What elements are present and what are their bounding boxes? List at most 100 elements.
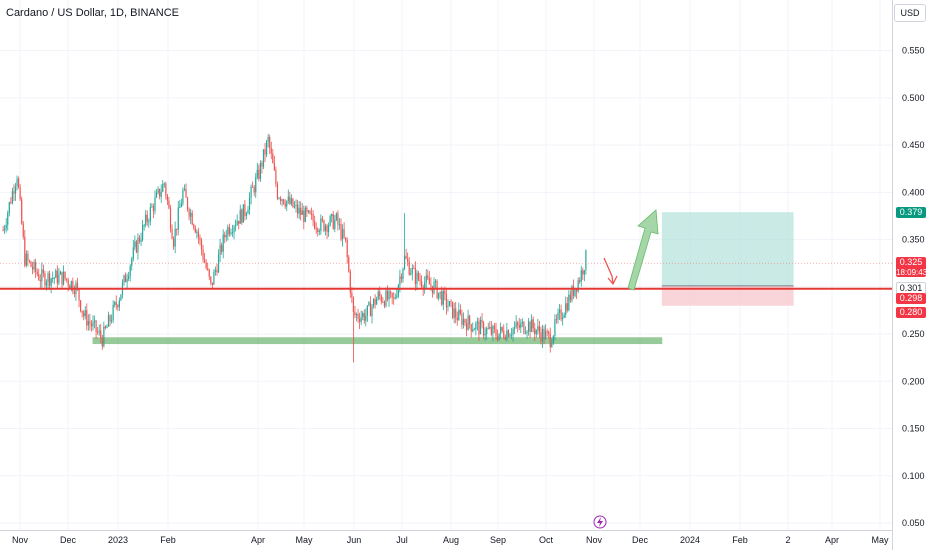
candle-body	[59, 271, 62, 275]
candle-body	[309, 210, 311, 214]
candle-body	[58, 274, 60, 284]
candle-body	[56, 270, 58, 284]
candle-body	[365, 315, 367, 321]
candle-body	[582, 270, 584, 275]
candle-body	[53, 277, 55, 279]
candle-body	[360, 316, 362, 322]
candle-body	[512, 328, 514, 335]
candle-body	[242, 204, 244, 223]
candle-body	[483, 322, 485, 336]
candle-body	[154, 197, 156, 212]
candle-body	[64, 271, 66, 279]
candle-body	[248, 197, 251, 210]
candle-body	[135, 241, 137, 253]
candle-body	[447, 306, 449, 308]
candle-body	[166, 195, 168, 201]
candle-body	[388, 291, 390, 300]
x-tick-label: Dec	[632, 535, 649, 545]
candle-body	[55, 270, 57, 278]
candle-body	[574, 288, 576, 296]
candle-body	[352, 297, 354, 312]
candle-body	[95, 320, 97, 332]
candle-body	[225, 235, 227, 238]
candle-body	[52, 278, 54, 280]
candle-body	[549, 333, 551, 347]
x-tick-label: Oct	[539, 535, 554, 545]
candle-body	[24, 236, 26, 266]
candle-body	[455, 308, 457, 318]
candle-body	[76, 282, 79, 289]
candle-body	[293, 205, 296, 208]
target-zone	[661, 212, 794, 286]
candle-body	[548, 331, 550, 334]
candle-body	[117, 305, 119, 308]
candle-body	[315, 228, 317, 230]
resistance-price-label: 0.298	[896, 292, 926, 304]
candle-body	[289, 196, 291, 204]
candle-body	[231, 232, 234, 234]
candle-body	[481, 319, 483, 323]
candle-body	[310, 213, 313, 215]
candle-body	[66, 278, 68, 280]
candle-body	[90, 323, 93, 327]
candle-body	[163, 183, 165, 185]
candle-body	[143, 224, 145, 226]
candle-body	[159, 188, 161, 197]
candle-body	[317, 228, 319, 232]
candle-body	[84, 310, 86, 317]
candle-body	[5, 224, 7, 229]
candle-body	[413, 267, 415, 269]
candle-body	[70, 281, 72, 289]
candle-body	[543, 328, 545, 340]
candle-body	[239, 209, 241, 224]
candle-body	[207, 267, 209, 270]
y-tick-label: 0.350	[902, 235, 925, 245]
candle-body	[329, 216, 331, 226]
candle-body	[424, 282, 426, 290]
candle-body	[369, 302, 372, 317]
candle-body	[362, 313, 364, 317]
candle-body	[535, 330, 537, 335]
candle-body	[434, 280, 437, 283]
candle-body	[11, 191, 13, 204]
candle-body	[503, 330, 505, 338]
candle-body	[306, 207, 308, 213]
candle-body	[140, 239, 142, 242]
candle-body	[484, 333, 486, 336]
candle-body	[222, 234, 224, 252]
candle-body	[123, 275, 125, 283]
candle-body	[416, 272, 418, 285]
candle-body	[134, 241, 136, 248]
candle-body	[188, 209, 190, 217]
candle-body	[284, 203, 286, 207]
candle-body	[259, 162, 261, 179]
candle-body	[444, 290, 446, 295]
candle-body	[341, 229, 344, 240]
candle-body	[563, 314, 565, 318]
candle-body	[205, 262, 207, 268]
candle-body	[493, 325, 496, 329]
candle-body	[151, 206, 153, 208]
candle-body	[227, 227, 229, 236]
candle-body	[537, 326, 539, 331]
candle-body	[173, 238, 175, 247]
candle-body	[331, 214, 333, 217]
candle-body	[31, 266, 34, 270]
candle-body	[262, 149, 265, 167]
candle-body	[565, 303, 567, 315]
currency-button[interactable]: USD	[894, 4, 926, 22]
candle-body	[176, 228, 178, 230]
candle-body	[8, 202, 10, 213]
candle-body	[402, 268, 404, 279]
candle-body	[7, 212, 9, 225]
candle-body	[4, 228, 6, 231]
x-tick-label: Feb	[732, 535, 748, 545]
candle-body	[300, 207, 302, 215]
candle-body	[303, 210, 305, 222]
candle-body	[572, 286, 575, 296]
candle-body	[580, 270, 582, 282]
candle-body	[504, 337, 506, 340]
candle-body	[155, 192, 158, 198]
candle-body	[269, 136, 271, 148]
